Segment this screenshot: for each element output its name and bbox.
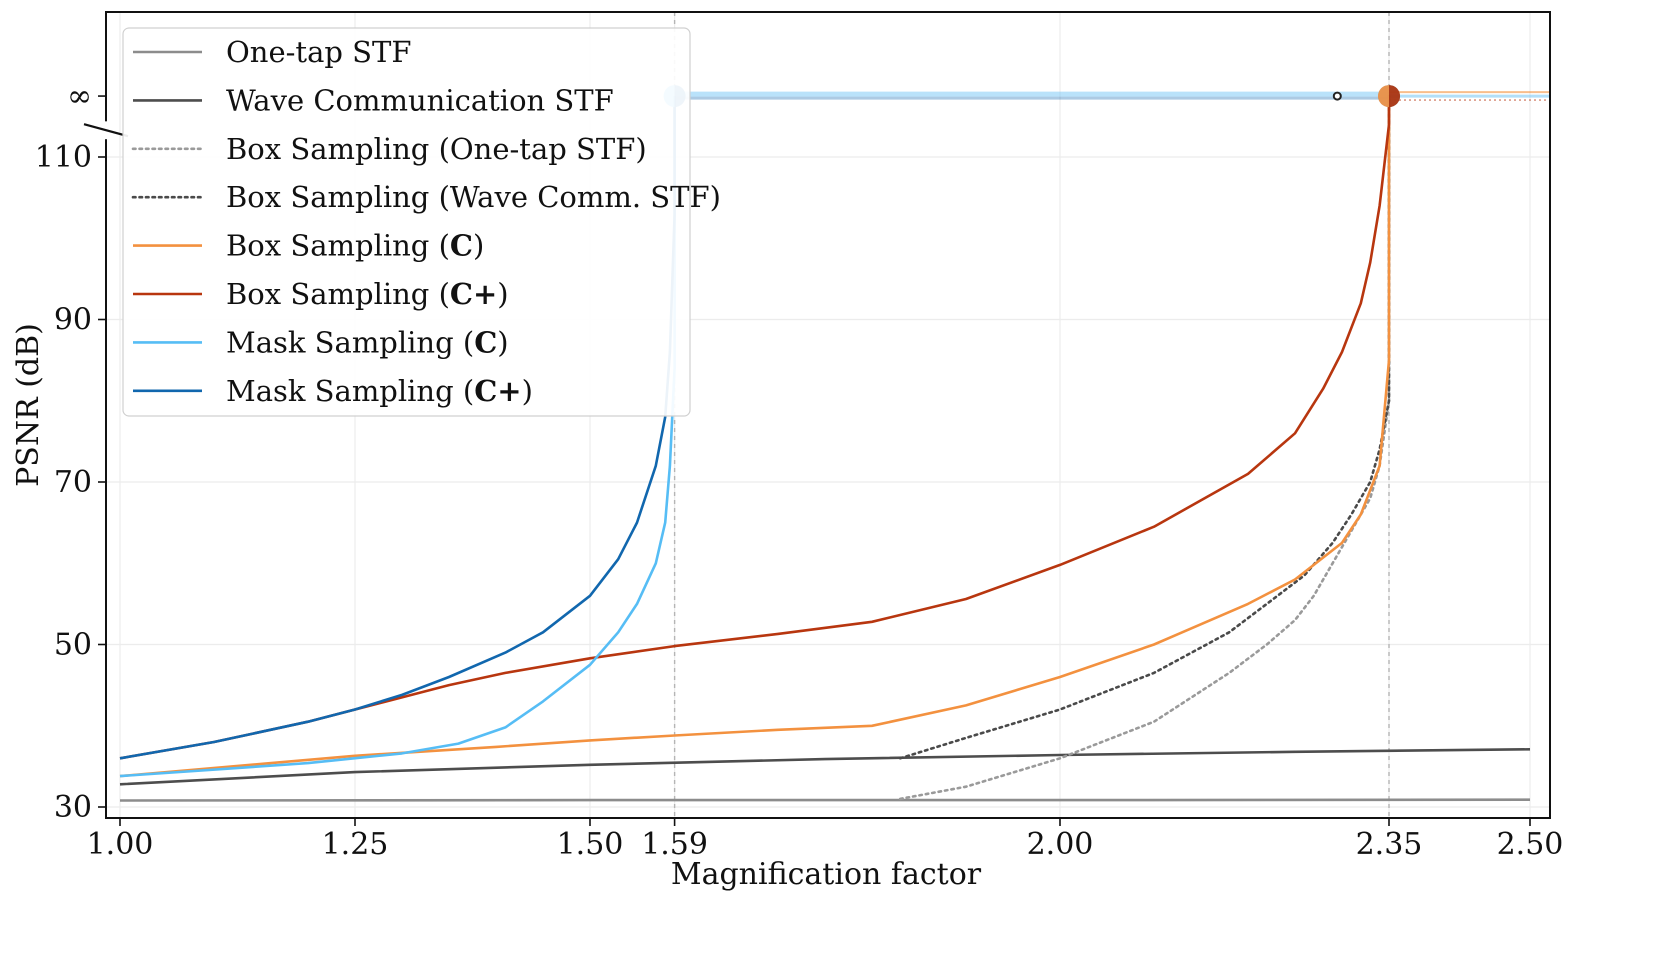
y-axis-ticks: 30 50 70 90 110 ∞ <box>35 79 106 825</box>
x-tick-label: 1.00 <box>87 827 154 862</box>
reference-lines <box>673 12 1390 818</box>
x-tick-label: 1.25 <box>322 827 389 862</box>
y-tick-label-infinity: ∞ <box>67 79 92 114</box>
legend-entry-box-sampling-c: Box Sampling (C) <box>133 229 484 263</box>
legend-label: Box Sampling (Wave Comm. STF) <box>226 180 721 214</box>
legend-entry-box-sampling-one-tap-stf: Box Sampling (One-tap STF) <box>131 132 647 166</box>
marker-small-circle <box>1332 91 1342 101</box>
series-box-sampling-one-tap-stf <box>898 94 1391 801</box>
legend-entry-box-sampling-c: Box Sampling (C+) <box>133 277 509 311</box>
legend-label: Box Sampling (C) <box>226 229 484 263</box>
legend-entry-mask-sampling-c: Mask Sampling (C+) <box>133 374 533 408</box>
x-axis-title: Magnification factor <box>671 857 982 892</box>
x-tick-label: 2.00 <box>1027 827 1094 862</box>
x-axis-ticks: 1.00 1.25 1.50 1.59 2.00 2.35 2.50 <box>87 818 1564 862</box>
x-tick-label: 2.35 <box>1356 827 1423 862</box>
marker-box-sampling-c <box>1389 85 1400 108</box>
legend-label: One-tap STF <box>226 35 411 69</box>
axis-break <box>83 110 129 140</box>
legend-box <box>122 27 691 417</box>
series-one-tap-stf <box>119 798 1531 802</box>
y-tick-label: 30 <box>54 790 92 825</box>
series-box-sampling-c <box>119 96 1391 760</box>
legend-label: Box Sampling (C+) <box>226 277 509 311</box>
marker-box-sampling-c <box>1378 85 1389 108</box>
axis-break-slash <box>83 123 129 138</box>
legend-entry-wave-communication-stf: Wave Communication STF <box>133 83 614 117</box>
series-wave-communication-stf <box>119 748 1531 786</box>
legend-label: Mask Sampling (C+) <box>226 374 533 408</box>
series-mask-sampling-c <box>119 96 676 778</box>
series-box-sampling-wave-comm-stf <box>898 94 1391 760</box>
y-tick-label: 90 <box>54 303 92 338</box>
legend: One-tap STF Wave Communication STF Box Sam… <box>122 27 721 417</box>
legend-entry-mask-sampling-c: Mask Sampling (C) <box>133 325 509 359</box>
y-axis-title: PSNR (dB) <box>11 323 46 487</box>
legend-label: Box Sampling (One-tap STF) <box>226 132 647 166</box>
legend-entry-box-sampling-wave-comm-stf: Box Sampling (Wave Comm. STF) <box>131 180 721 214</box>
legend-entry-one-tap-stf: One-tap STF <box>133 35 411 69</box>
x-tick-label: 2.50 <box>1497 827 1564 862</box>
x-tick-label: 1.59 <box>641 827 708 862</box>
legend-label: Mask Sampling (C) <box>226 325 509 359</box>
y-tick-label: 70 <box>54 465 92 500</box>
infinity-lines <box>674 91 1550 101</box>
y-tick-label: 110 <box>35 140 92 175</box>
x-tick-label: 1.50 <box>557 827 624 862</box>
series-box-sampling-c <box>119 96 1391 778</box>
plot-frame <box>105 11 1551 819</box>
legend-label: Wave Communication STF <box>226 83 614 117</box>
y-tick-label: 50 <box>54 628 92 663</box>
